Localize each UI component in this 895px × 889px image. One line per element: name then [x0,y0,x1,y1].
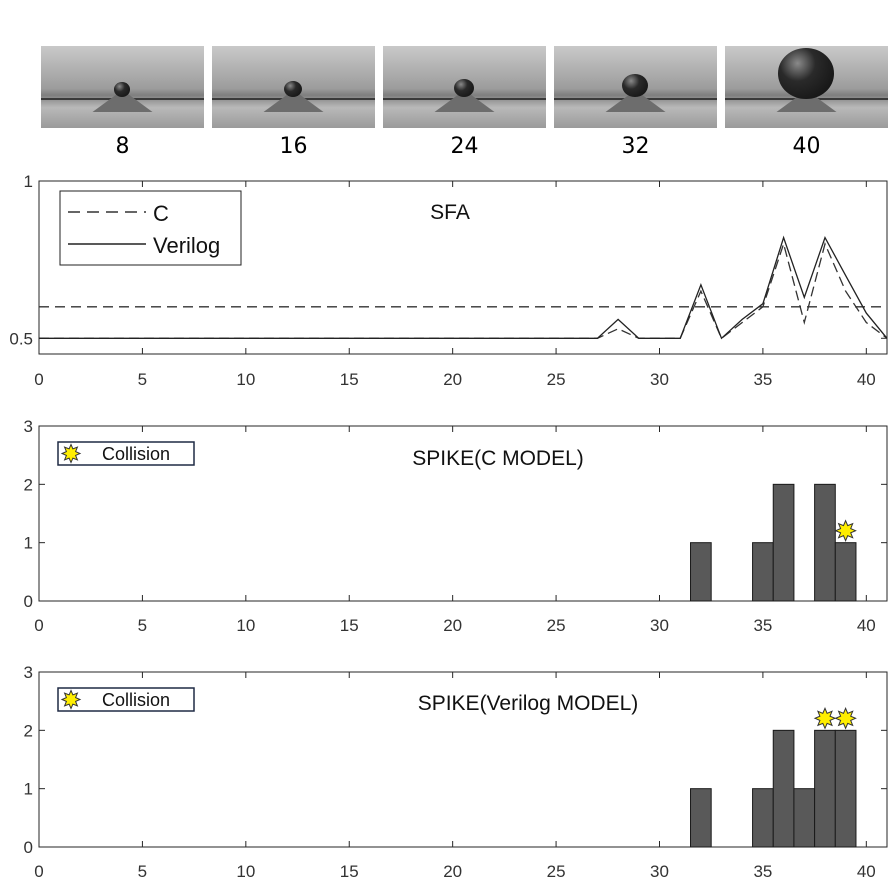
spike-bar [793,788,816,848]
x-tick-label: 0 [34,616,43,635]
x-tick-label: 35 [753,370,772,389]
x-tick-label: 40 [857,616,876,635]
x-tick-label: 40 [857,370,876,389]
spike-bar [834,729,857,848]
frame-image-24 [383,46,546,128]
x-tick-label: 5 [138,862,147,881]
x-tick-label: 20 [443,862,462,881]
legend-label-collision: Collision [102,444,170,464]
frame-image-32 [554,46,717,128]
x-tick-label: 35 [753,862,772,881]
y-tick-label: 0 [24,592,33,611]
x-tick-label: 25 [547,370,566,389]
x-tick-label: 30 [650,370,669,389]
spike-bar [772,729,795,848]
y-tick-label: 2 [24,475,33,494]
y-tick-label: 3 [24,663,33,682]
x-tick-label: 5 [138,370,147,389]
frame-label: 32 [621,134,650,159]
legend-label-verilog: Verilog [153,233,220,258]
spike-bar [690,542,712,602]
frame-label: 24 [450,134,479,159]
x-tick-label: 10 [236,862,255,881]
frame-label: 16 [279,134,308,159]
y-tick-label: 2 [24,721,33,740]
series-line-c [39,241,888,340]
y-tick-label: 1 [24,780,33,799]
frame-ball [453,78,475,97]
x-tick-label: 15 [340,862,359,881]
x-tick-label: 15 [340,370,359,389]
spike-bar [814,729,836,848]
collision-marker-icon [834,707,857,730]
frame-label: 8 [115,134,130,159]
frame-image-16 [212,46,375,128]
chart-title: SFA [430,201,470,224]
y-tick-label: 0.5 [9,329,33,348]
x-tick-label: 0 [34,370,43,389]
plot-area [38,425,888,602]
frame-ball [778,48,834,99]
plot-area [38,671,888,848]
spike-bar [752,542,774,602]
y-tick-label: 3 [24,417,33,436]
collision-marker-icon [834,519,857,542]
legend-box [59,190,242,266]
frame-image-8 [41,46,204,128]
x-tick-label: 40 [857,862,876,881]
x-tick-label: 30 [650,616,669,635]
x-tick-label: 10 [236,370,255,389]
legend-box [57,687,195,712]
x-tick-label: 10 [236,616,255,635]
x-tick-label: 20 [443,370,462,389]
chart-title: SPIKE(C MODEL) [412,447,584,470]
collision-legend-icon [60,443,82,464]
x-tick-label: 20 [443,616,462,635]
frame-strip: 8 16 24 32 40 [0,0,895,170]
x-tick-label: 0 [34,862,43,881]
y-tick-label: 1 [24,172,33,191]
plot-area [38,180,888,355]
legend-label-collision: Collision [102,690,170,710]
collision-marker-icon [813,707,837,730]
spike-bar [814,483,836,602]
spike-bar [772,483,795,602]
series-line-verilog [39,235,888,340]
spike-bar [752,788,774,848]
frame-label: 40 [792,134,821,159]
y-tick-label: 0 [24,838,33,857]
x-tick-label: 15 [340,616,359,635]
x-tick-label: 30 [650,862,669,881]
legend-box [57,441,195,466]
x-tick-label: 35 [753,616,772,635]
spike-bar [690,788,712,848]
x-tick-label: 5 [138,616,147,635]
frame-ball [284,80,302,97]
collision-legend-icon [60,689,82,710]
y-tick-label: 1 [24,534,33,553]
frame-ball [113,81,131,97]
x-tick-label: 25 [547,616,566,635]
spike-bar [834,542,857,602]
frame-image-40 [725,46,888,128]
x-tick-label: 25 [547,862,566,881]
chart-title: SPIKE(Verilog MODEL) [418,692,639,715]
legend-label-c: C [153,201,169,226]
frame-ball [621,73,649,98]
